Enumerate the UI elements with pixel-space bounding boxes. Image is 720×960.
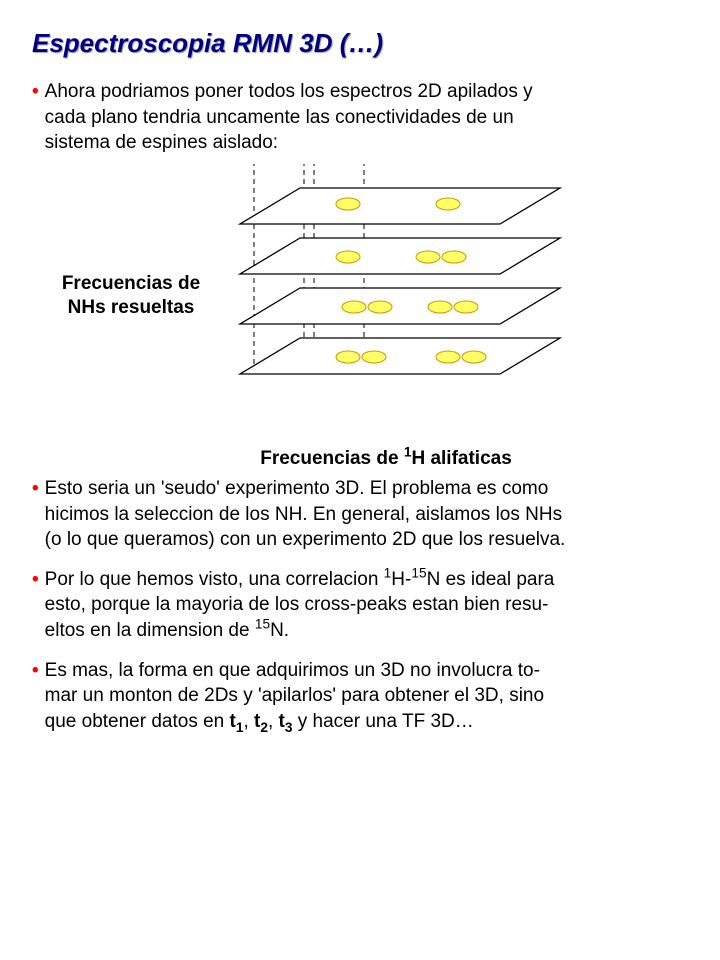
diagram-3d-stack: Frecuencias de NHs resueltas Frecuencias…	[40, 164, 680, 464]
bullet-1: • Ahora podriamos poner todos los espect…	[32, 79, 688, 156]
bullet-2-text: Esto seria un 'seudo' experimento 3D. El…	[45, 476, 688, 553]
bottom-label: Frecuencias de 1H alifaticas	[216, 448, 556, 470]
bullet-dot-icon: •	[32, 567, 39, 593]
bullet-dot-icon: •	[32, 79, 39, 105]
stack-svg	[210, 164, 670, 444]
bullet-dot-icon: •	[32, 658, 39, 684]
bullet-3: • Por lo que hemos visto, una correlacio…	[32, 567, 688, 644]
bullet-3-text: Por lo que hemos visto, una correlacion …	[45, 567, 688, 644]
bullet-1-text: Ahora podriamos poner todos los espectro…	[45, 79, 688, 156]
page-title: Espectroscopia RMN 3D (…)	[32, 28, 688, 59]
bullet-2: • Esto seria un 'seudo' experimento 3D. …	[32, 476, 688, 553]
bullet-4: • Es mas, la forma en que adquirimos un …	[32, 658, 688, 735]
bullet-dot-icon: •	[32, 476, 39, 502]
side-label: Frecuencias de NHs resueltas	[36, 272, 226, 320]
bullet-4-text: Es mas, la forma en que adquirimos un 3D…	[45, 658, 688, 735]
